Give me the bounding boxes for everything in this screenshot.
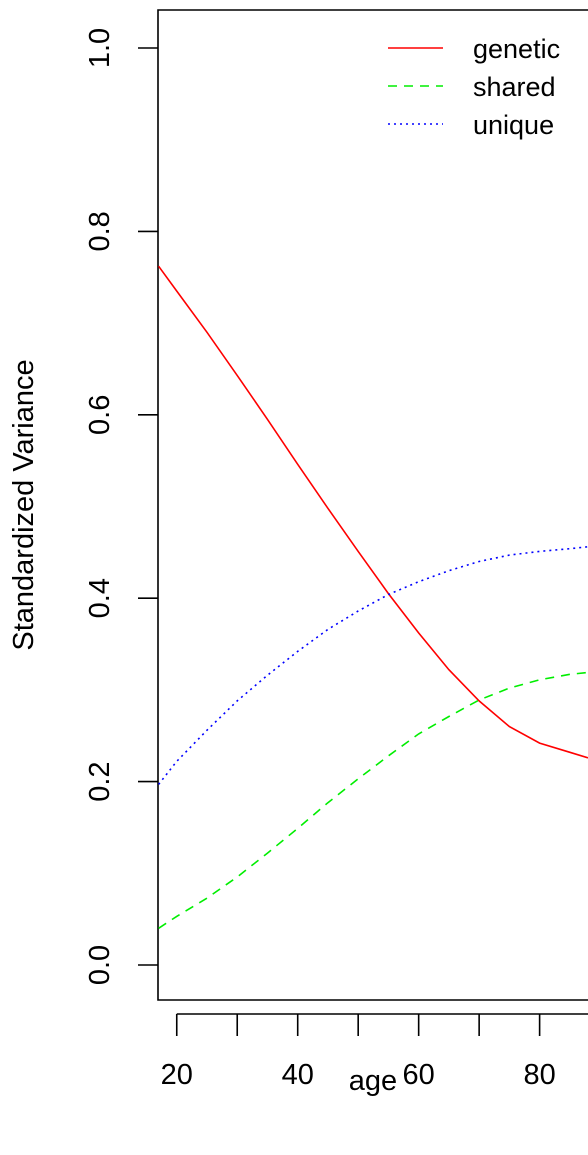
series-layer [157,265,588,929]
x-tick-label: 20 [161,1059,193,1091]
legend: genetic shared unique [388,34,560,140]
y-tick-label: 0.0 [84,945,116,985]
series-shared-line [158,671,588,929]
y-tick-label: 0.4 [84,578,116,618]
y-tick-label: 0.2 [84,761,116,801]
x-tick-label: 40 [282,1059,314,1091]
x-tick-label: 60 [403,1059,435,1091]
x-tick-label: 80 [523,1059,555,1091]
y-tick-label: 1.0 [84,28,116,68]
y-tick-label: 0.8 [84,211,116,251]
plot-frame [157,9,588,1001]
series-genetic-line [157,265,588,759]
y-tick-label: 0.6 [84,395,116,435]
plot-border [157,9,588,1001]
legend-label-shared: shared [473,72,556,102]
y-axis-title: Standardized Variance [8,359,40,650]
x-axis-title: age [349,1065,397,1097]
legend-label-genetic: genetic [473,34,560,64]
x-axis: 20 40 60 80 [161,1013,588,1091]
legend-label-unique: unique [473,110,554,140]
y-axis: 0.0 0.2 0.4 0.6 0.8 1.0 [84,28,158,985]
series-unique-line [157,546,588,785]
